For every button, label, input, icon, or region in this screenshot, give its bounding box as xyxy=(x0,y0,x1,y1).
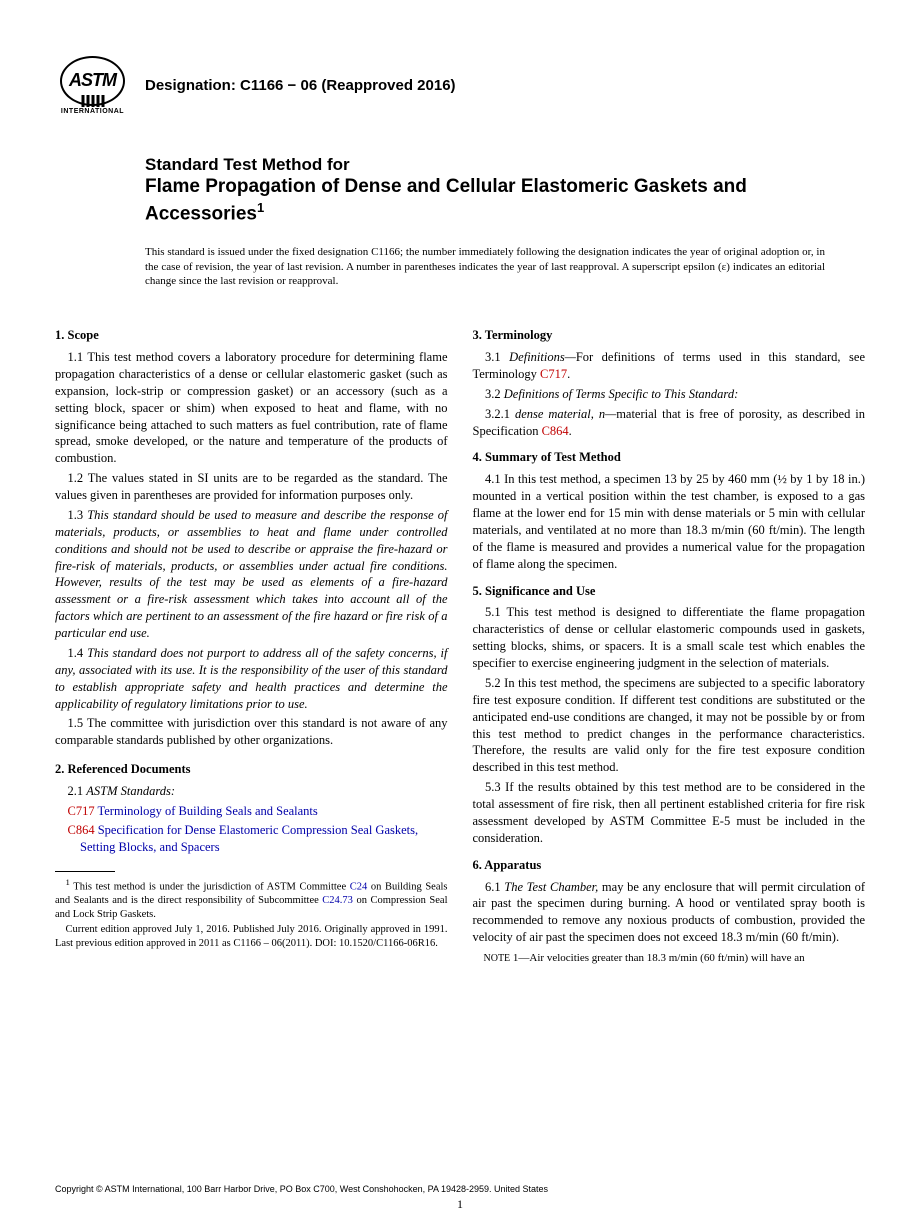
section-1-head: 1. Scope xyxy=(55,327,448,344)
ref-c717-title[interactable]: Terminology of Building Seals and Sealan… xyxy=(95,804,318,818)
para-5-2: 5.2 In this test method, the specimens a… xyxy=(473,675,866,776)
logo-subtitle: INTERNATIONAL xyxy=(61,108,124,115)
note-1-body: 1—Air velocities greater than 18.3 m/min… xyxy=(510,952,804,964)
section-6-head: 6. Apparatus xyxy=(473,857,866,874)
para-5-1: 5.1 This test method is designed to diff… xyxy=(473,604,866,672)
para-1-4-body: This standard does not purport to addres… xyxy=(55,646,448,711)
footnote-1: 1 This test method is under the jurisdic… xyxy=(55,877,448,923)
section-2-head: 2. Referenced Documents xyxy=(55,761,448,778)
ref-c717-id[interactable]: C717 xyxy=(68,804,95,818)
right-column: 3. Terminology 3.1 Definitions—For defin… xyxy=(473,319,866,966)
para-3-2-1-term: dense material, n— xyxy=(515,407,616,421)
para-3-2-1: 3.2.1 dense material, n—material that is… xyxy=(473,406,866,440)
section-3-head: 3. Terminology xyxy=(473,327,866,344)
para-6-1: 6.1 The Test Chamber, may be any enclosu… xyxy=(473,879,866,947)
content-columns: 1. Scope 1.1 This test method covers a l… xyxy=(55,319,865,966)
title-intro: Standard Test Method for xyxy=(145,155,865,175)
para-3-2-num: 3.2 xyxy=(485,387,504,401)
footnote-2: Current edition approved July 1, 2016. P… xyxy=(55,923,448,951)
left-column: 1. Scope 1.1 This test method covers a l… xyxy=(55,319,448,966)
note-1-label: NOTE xyxy=(484,953,511,964)
para-2-1: 2.1 ASTM Standards: xyxy=(55,783,448,800)
para-3-2: 3.2 Definitions of Terms Specific to Thi… xyxy=(473,386,866,403)
note-1: NOTE 1—Air velocities greater than 18.3 … xyxy=(473,951,866,966)
para-3-1: 3.1 Definitions—For definitions of terms… xyxy=(473,349,866,383)
para-1-3-body: This standard should be used to measure … xyxy=(55,508,448,640)
footnote-1-link2[interactable]: C24.73 xyxy=(322,895,353,906)
ref-c864-title[interactable]: Specification for Dense Elastomeric Comp… xyxy=(80,823,418,854)
disclaimer-text: This standard is issued under the fixed … xyxy=(145,245,825,290)
logo-bars xyxy=(81,95,104,107)
title-main: Flame Propagation of Dense and Cellular … xyxy=(145,175,865,227)
para-1-3: 1.3 This standard should be used to meas… xyxy=(55,507,448,642)
section-5-head: 5. Significance and Use xyxy=(473,583,866,600)
logo-abbr: ASTM xyxy=(69,70,116,91)
para-1-4-num: 1.4 xyxy=(68,646,88,660)
para-6-1-term: The Test Chamber, xyxy=(504,880,598,894)
title-footnote-ref: 1 xyxy=(257,200,264,215)
title-block: Standard Test Method for Flame Propagati… xyxy=(145,155,865,227)
ref-c864-id[interactable]: C864 xyxy=(68,823,95,837)
para-1-3-num: 1.3 xyxy=(68,508,88,522)
copyright: Copyright © ASTM International, 100 Barr… xyxy=(55,1184,548,1194)
designation: Designation: C1166 − 06 (Reapproved 2016… xyxy=(145,77,456,94)
disclaimer: This standard is issued under the fixed … xyxy=(145,245,825,290)
para-3-1-num: 3.1 xyxy=(485,350,509,364)
logo-circle: ASTM xyxy=(60,56,125,106)
ref-c717: C717 Terminology of Building Seals and S… xyxy=(55,803,448,820)
para-1-5: 1.5 The committee with jurisdiction over… xyxy=(55,715,448,749)
para-2-1-label: ASTM Standards: xyxy=(86,784,175,798)
para-1-4: 1.4 This standard does not purport to ad… xyxy=(55,645,448,713)
para-1-1: 1.1 This test method covers a laboratory… xyxy=(55,349,448,467)
header: ASTM INTERNATIONAL Designation: C1166 − … xyxy=(55,50,865,120)
ref-c864: C864 Specification for Dense Elastomeric… xyxy=(55,822,448,856)
footnote-rule xyxy=(55,871,115,872)
para-3-1-end: . xyxy=(567,367,570,381)
para-3-2-label: Definitions of Terms Specific to This St… xyxy=(504,387,739,401)
para-3-2-1-link[interactable]: C864 xyxy=(542,424,569,438)
section-4-head: 4. Summary of Test Method xyxy=(473,449,866,466)
para-3-1-label: Definitions— xyxy=(509,350,576,364)
para-3-1-link[interactable]: C717 xyxy=(540,367,567,381)
para-5-3: 5.3 If the results obtained by this test… xyxy=(473,779,866,847)
para-6-1-num: 6.1 xyxy=(485,880,504,894)
page-number: 1 xyxy=(457,1197,463,1212)
para-3-2-1-num: 3.2.1 xyxy=(485,407,515,421)
para-3-2-1-end: . xyxy=(569,424,572,438)
footnote-1-link1[interactable]: C24 xyxy=(350,881,368,892)
title-text: Flame Propagation of Dense and Cellular … xyxy=(145,176,747,224)
footnote-1-a: This test method is under the jurisdicti… xyxy=(70,881,350,892)
para-2-1-num: 2.1 xyxy=(68,784,87,798)
para-4-1: 4.1 In this test method, a specimen 13 b… xyxy=(473,471,866,572)
astm-logo: ASTM INTERNATIONAL xyxy=(55,50,130,120)
para-1-2: 1.2 The values stated in SI units are to… xyxy=(55,470,448,504)
